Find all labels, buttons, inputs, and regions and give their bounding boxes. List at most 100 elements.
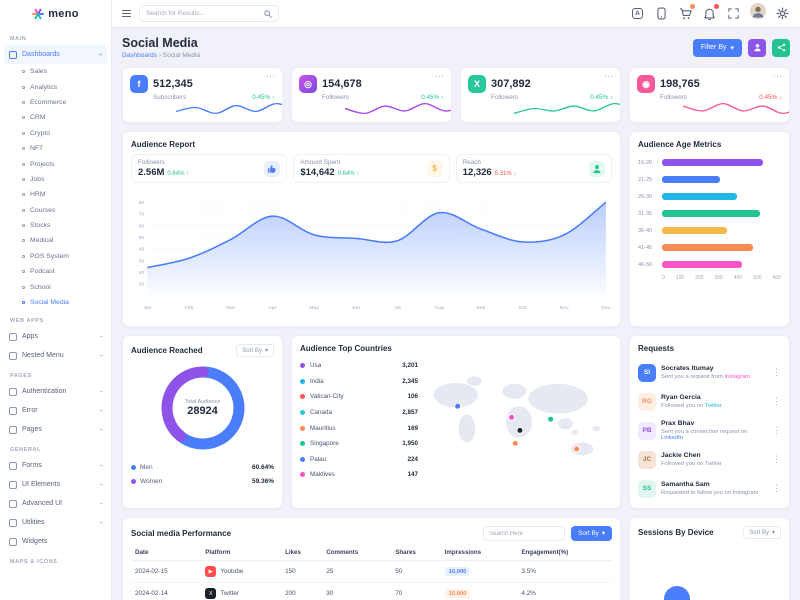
sidebar-subitem-courses[interactable]: Courses <box>0 203 111 218</box>
age-bar-row: 41-45 <box>638 239 781 256</box>
user-action-button[interactable] <box>748 38 766 57</box>
stat-change: 0.45% ↓ <box>759 94 782 101</box>
sidebar-item-advanced-ui[interactable]: Advanced UI › <box>4 494 107 513</box>
more-options-icon[interactable]: ⋮ <box>772 396 781 406</box>
request-name: Ryan Gercia <box>661 393 701 401</box>
more-options-icon[interactable]: ⋮ <box>772 454 781 464</box>
sidebar-item-error[interactable]: Error › <box>4 401 107 420</box>
sidebar-section-label: WEB APPS <box>10 318 44 325</box>
breadcrumb-current: Social Media <box>162 52 201 59</box>
performance-card: Social media Performance Sort By▾ DatePl… <box>122 517 621 600</box>
cart-icon[interactable] <box>678 4 695 21</box>
svg-text:20: 20 <box>139 270 145 276</box>
more-options-icon[interactable]: ⋮ <box>772 367 781 377</box>
sidebar-subitem-label: Social Media <box>30 299 69 307</box>
sidebar-item-forms[interactable]: Forms › <box>4 456 107 475</box>
card-options-icon[interactable]: ⋯ <box>773 71 783 81</box>
bullet-icon <box>22 85 25 89</box>
menu-item-icon <box>9 406 17 415</box>
sidebar-subitem-pos-system[interactable]: POS System <box>0 249 111 264</box>
menu-icon[interactable] <box>122 9 131 18</box>
sidebar-subitem-hrm[interactable]: HRM <box>0 187 111 202</box>
more-options-icon[interactable]: ⋮ <box>772 425 781 435</box>
share-action-button[interactable] <box>772 38 790 57</box>
bullet-icon <box>22 193 25 197</box>
language-icon[interactable]: A <box>630 6 645 21</box>
search-icon[interactable] <box>264 9 272 18</box>
card-options-icon[interactable]: ⋯ <box>266 71 276 81</box>
stat-label: Followers <box>660 94 687 101</box>
country-list: Usa 3,201 India 2,345 Vatican-City 106 Canada 2… <box>300 358 418 483</box>
brand-logo[interactable]: meno <box>0 0 111 28</box>
sort-by-dropdown[interactable]: Sort By ▾ <box>236 344 274 357</box>
sidebar-subitem-projects[interactable]: Projects <box>0 156 111 171</box>
sidebar-item-pages[interactable]: Pages › <box>4 420 107 439</box>
chevron-down-icon: › <box>97 354 105 357</box>
cell-engagement: 3.5% <box>517 560 612 583</box>
instagram-icon: ◎ <box>299 75 317 93</box>
fullscreen-icon[interactable] <box>726 6 741 21</box>
legend-item-women: Women 59.36% <box>131 474 274 488</box>
sort-by-dropdown[interactable]: Sort By ▾ <box>743 526 781 539</box>
search-input[interactable] <box>146 10 260 17</box>
table-sort-button[interactable]: Sort By ▾ <box>571 526 612 541</box>
caret-down-icon: ▾ <box>730 44 734 52</box>
caret-down-icon: ▾ <box>771 530 775 536</box>
card-options-icon[interactable]: ⋯ <box>435 71 445 81</box>
sidebar-subitem-ecommerce[interactable]: Ecommerce <box>0 95 111 110</box>
chevron-down-icon: › <box>97 409 105 412</box>
sidebar-subitem-social-media[interactable]: Social Media <box>0 295 111 310</box>
sidebar-item-nested-menu[interactable]: Nested Menu › <box>4 346 107 365</box>
profile-avatar[interactable] <box>750 3 766 24</box>
request-link[interactable]: Twitter <box>704 403 722 410</box>
bullet-icon <box>22 254 25 258</box>
menu-item-icon <box>9 461 17 470</box>
sidebar-item-authentication[interactable]: Authentication › <box>4 382 107 401</box>
filter-by-button[interactable]: Filter By ▾ <box>692 38 742 57</box>
menu-item-icon <box>9 499 17 508</box>
table-row: 2024-02-15 ▶ Youtube 150 25 50 10,000 3.5% <box>131 560 612 583</box>
request-name: Jackie Chen <box>661 451 701 459</box>
sidebar-subitem-jobs[interactable]: Jobs <box>0 172 111 187</box>
country-value: 147 <box>407 471 418 479</box>
sidebar-item-dashboards[interactable]: Dashboards › <box>4 45 107 64</box>
sidebar-item-apps[interactable]: Apps › <box>4 327 107 346</box>
settings-icon[interactable] <box>775 6 790 21</box>
metric-value: $14,642 0.64% ↑ <box>300 167 360 178</box>
breadcrumb-link[interactable]: Dashboards <box>122 52 158 59</box>
sidebar-subitem-medical[interactable]: Medical <box>0 233 111 248</box>
caret-down-icon: ▾ <box>601 530 605 537</box>
sidebar-subitem-nft[interactable]: NFT <box>0 141 111 156</box>
sidebar-subitem-sales[interactable]: Sales <box>0 64 111 79</box>
metric-value: 2.56M 0.64% ↑ <box>138 167 190 178</box>
table-search-input[interactable] <box>483 526 566 541</box>
sessions-by-device-card: Sessions By Device Sort By ▾ <box>629 517 790 600</box>
sidebar-subitem-crypto[interactable]: Crypto <box>0 126 111 141</box>
sidebar-subitem-stocks[interactable]: Stocks <box>0 218 111 233</box>
more-options-icon[interactable]: ⋮ <box>772 483 781 493</box>
stat-card-twitter-x: ⋯ X 307,892 Followers 0.45% ↑ <box>460 67 621 123</box>
map-marker-icon <box>454 402 462 410</box>
request-name: Samantha Sam <box>661 480 710 488</box>
sidebar-subitem-analytics[interactable]: Analytics <box>0 79 111 94</box>
axis-tick: 300 <box>714 275 723 281</box>
notifications-icon[interactable] <box>702 4 719 21</box>
country-value: 2,857 <box>402 409 418 417</box>
bullet-icon <box>22 270 25 274</box>
age-bar <box>662 244 754 251</box>
page-title: Social Media <box>122 36 198 50</box>
card-options-icon[interactable]: ⋯ <box>604 71 614 81</box>
performance-table: Date Platform Likes Comments Shares Impressio… <box>131 545 612 600</box>
sidebar-subitem-school[interactable]: School <box>0 279 111 294</box>
call-icon[interactable] <box>654 6 669 21</box>
sidebar-item-widgets[interactable]: Widgets <box>4 532 107 551</box>
request-link[interactable]: Instagram <box>724 374 751 381</box>
sidebar-subitem-crm[interactable]: CRM <box>0 110 111 125</box>
sidebar-item-utilities[interactable]: Utilities › <box>4 513 107 532</box>
request-link[interactable]: LinkedIn <box>661 435 683 442</box>
country-value: 169 <box>407 424 418 432</box>
sidebar-subitem-label: Podcast <box>30 268 55 276</box>
svg-text:70: 70 <box>139 212 145 218</box>
sidebar-subitem-podcast[interactable]: Podcast <box>0 264 111 279</box>
sidebar-item-ui-elements[interactable]: UI Elements › <box>4 475 107 494</box>
